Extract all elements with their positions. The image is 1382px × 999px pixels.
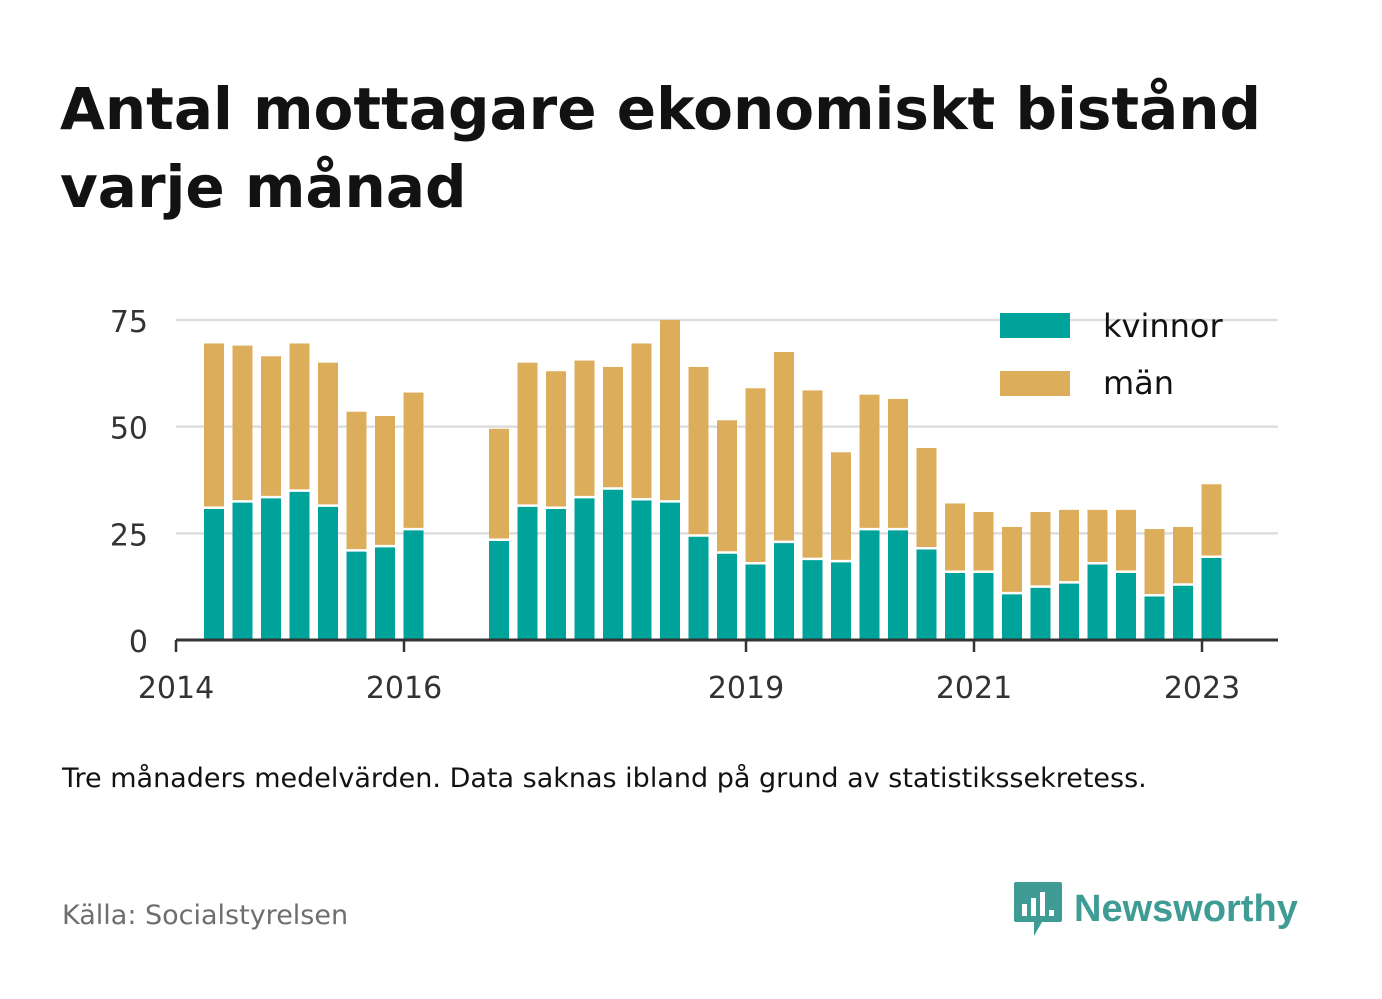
bar-man [1173, 526, 1193, 585]
legend-swatch-man [1000, 371, 1070, 396]
bar-kvinnor [831, 561, 851, 640]
bar-kvinnor [1201, 556, 1222, 640]
bar-kvinnor [289, 490, 310, 640]
bar-kvinnor [574, 497, 595, 640]
bar-man [859, 394, 880, 530]
bar-man [318, 362, 338, 506]
y-tick-label: 25 [110, 518, 148, 553]
bar-kvinnor [774, 541, 794, 640]
brand-logo[interactable]: Newsworthy [1012, 880, 1298, 938]
bar-kvinnor [745, 563, 766, 640]
bar-kvinnor [489, 539, 509, 640]
y-tick-label: 0 [129, 625, 148, 660]
bar-man [375, 416, 395, 547]
bar-man [346, 411, 367, 551]
y-tick-label: 50 [110, 412, 148, 447]
bar-kvinnor [1002, 593, 1022, 640]
bar-man [1002, 526, 1022, 594]
bar-kvinnor [603, 488, 623, 640]
bar-man [1087, 509, 1108, 564]
bar-kvinnor [688, 535, 709, 640]
chart-title: Antal mottagare ekonomiskt bistånd varje… [60, 75, 1262, 221]
bar-man [1144, 529, 1165, 596]
legend-label-man: män [1103, 364, 1174, 402]
bar-kvinnor [517, 505, 538, 640]
bar-man [660, 320, 680, 502]
newsworthy-logo-icon [1014, 882, 1062, 936]
bar-kvinnor [945, 571, 965, 640]
bar-man [831, 452, 851, 562]
bar-kvinnor [1030, 586, 1051, 640]
bar-man [403, 392, 424, 530]
bar-man [204, 343, 224, 508]
bar-kvinnor [375, 546, 395, 640]
bar-kvinnor [204, 507, 224, 640]
bar-man [631, 343, 652, 500]
bar-kvinnor [802, 558, 823, 640]
bar-man [489, 428, 509, 540]
x-tick-label: 2021 [936, 671, 1012, 706]
bar-man [717, 420, 737, 553]
x-tick-label: 2014 [138, 671, 214, 706]
bar-man [802, 390, 823, 559]
x-tick-label: 2019 [708, 671, 784, 706]
legend: kvinnor män [1000, 307, 1224, 402]
bar-man [1059, 509, 1079, 583]
bar-kvinnor [261, 497, 281, 640]
bar-man [232, 345, 253, 502]
bar-kvinnor [546, 507, 566, 640]
y-tick-label: 75 [110, 305, 148, 340]
bar-kvinnor [346, 550, 367, 640]
bar-man [973, 512, 994, 572]
bar-man [774, 352, 794, 542]
bar-man [574, 360, 595, 498]
bars [204, 320, 1222, 640]
bar-kvinnor [1087, 563, 1108, 640]
bar-kvinnor [916, 548, 937, 640]
x-tick-label: 2016 [366, 671, 442, 706]
bar-man [916, 448, 937, 549]
bar-kvinnor [1059, 582, 1079, 640]
bar-man [688, 366, 709, 536]
legend-label-kvinnor: kvinnor [1103, 307, 1224, 345]
bar-man [517, 362, 538, 506]
brand-name: Newsworthy [1074, 887, 1298, 930]
bar-kvinnor [232, 501, 253, 640]
legend-swatch-kvinnor [1000, 313, 1070, 338]
bar-kvinnor [1144, 595, 1165, 640]
bar-kvinnor [1173, 584, 1193, 640]
bar-kvinnor [660, 501, 680, 640]
bar-man [546, 371, 566, 508]
bar-kvinnor [973, 571, 994, 640]
chart-note: Tre månaders medelvärden. Data saknas ib… [62, 763, 1147, 794]
source-label: Källa: Socialstyrelsen [62, 900, 349, 931]
bar-kvinnor [403, 529, 424, 640]
bar-man [1116, 509, 1136, 572]
bar-kvinnor [318, 505, 338, 640]
bar-man [888, 398, 908, 530]
bar-man [745, 388, 766, 564]
x-axis: 2014 2016 2019 2021 2023 [138, 638, 1278, 706]
bar-kvinnor [1116, 571, 1136, 640]
bar-man [261, 356, 281, 498]
bar-kvinnor [859, 529, 880, 640]
bar-man [289, 343, 310, 491]
bar-kvinnor [717, 552, 737, 640]
bar-man [1201, 484, 1222, 557]
y-axis: 0 25 50 75 [110, 305, 148, 660]
bar-kvinnor [631, 499, 652, 640]
stacked-bar-chart: 0 25 50 75 2014 2016 2019 2021 2023 kvinnor män [110, 305, 1278, 706]
bar-man [945, 503, 965, 572]
bar-man [603, 366, 623, 489]
bar-man [1030, 512, 1051, 587]
bar-kvinnor [888, 529, 908, 640]
x-tick-label: 2023 [1164, 671, 1240, 706]
